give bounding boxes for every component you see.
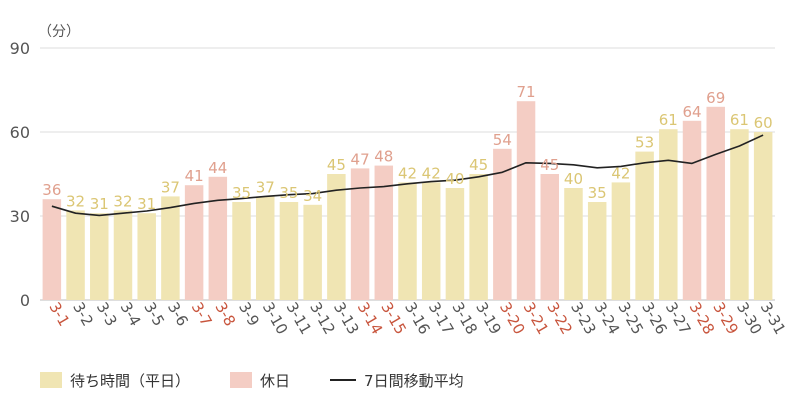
- bar-3-7: [184, 185, 204, 300]
- data-label-3-9: 35: [232, 184, 251, 202]
- data-label-3-18: 40: [445, 170, 464, 188]
- data-label-3-7: 41: [185, 167, 204, 185]
- data-label-3-21: 71: [517, 83, 536, 101]
- bar-3-19: [469, 174, 488, 300]
- data-label-3-16: 42: [398, 164, 417, 182]
- bar-3-13: [327, 174, 346, 300]
- bar-3-8: [208, 176, 228, 300]
- x-tick-label-3-1: 3-1: [45, 299, 73, 329]
- data-label-3-19: 45: [469, 156, 488, 174]
- data-label-3-6: 37: [161, 178, 180, 196]
- data-label-3-14: 47: [351, 150, 370, 168]
- data-label-3-4: 32: [113, 192, 132, 210]
- data-label-3-20: 54: [493, 131, 512, 149]
- y-axis-unit-label: （分）: [38, 24, 80, 40]
- data-label-3-11: 35: [279, 184, 298, 202]
- bar-3-29: [706, 106, 725, 300]
- legend: 待ち時間（平日） 休日 7日間移動平均: [40, 368, 504, 392]
- data-label-3-3: 31: [90, 195, 109, 213]
- y-tick-label: 30: [10, 207, 30, 226]
- legend-label-moving-average: 7日間移動平均: [364, 371, 464, 390]
- y-tick-label: 0: [20, 291, 30, 310]
- legend-item-moving-average: 7日間移動平均: [330, 370, 464, 391]
- data-label-3-10: 37: [256, 178, 275, 196]
- data-label-3-8: 44: [208, 159, 227, 177]
- bar-3-30: [730, 129, 749, 300]
- bar-3-27: [659, 129, 678, 300]
- bar-3-10: [255, 196, 275, 300]
- y-tick-label: 90: [10, 39, 30, 58]
- bar-3-14: [350, 168, 370, 300]
- bar-3-16: [398, 182, 417, 300]
- data-label-3-13: 45: [327, 156, 346, 174]
- legend-swatch-holiday: [230, 372, 253, 388]
- data-label-3-17: 42: [422, 164, 441, 182]
- data-label-3-29: 69: [706, 89, 725, 107]
- x-tick-label-3-2: 3-2: [69, 299, 97, 329]
- bar-3-26: [635, 151, 654, 300]
- x-tick-label-3-6: 3-6: [164, 299, 192, 329]
- x-tick-label-3-31: 3-31: [757, 299, 790, 337]
- data-label-3-5: 31: [137, 195, 156, 213]
- bar-3-5: [137, 213, 156, 300]
- x-tick-label-3-3: 3-3: [93, 299, 121, 329]
- legend-swatch-moving-average: [330, 379, 357, 381]
- legend-label-holiday: 休日: [260, 371, 291, 390]
- data-label-3-22: 45: [540, 156, 559, 174]
- bar-3-24: [587, 202, 607, 300]
- bar-3-18: [445, 188, 465, 300]
- bar-3-2: [66, 210, 85, 300]
- bar-3-1: [42, 199, 62, 300]
- data-label-3-31: 60: [754, 114, 773, 132]
- x-tick-label-3-7: 3-7: [188, 299, 216, 329]
- legend-label-weekday: 待ち時間（平日）: [70, 371, 191, 390]
- x-tick-label-3-9: 3-9: [235, 299, 263, 329]
- data-label-3-1: 36: [42, 181, 61, 199]
- data-label-3-27: 61: [659, 111, 678, 129]
- data-label-3-24: 35: [588, 184, 607, 202]
- legend-swatch-weekday: [40, 372, 62, 388]
- data-label-3-30: 61: [730, 111, 749, 129]
- bar-3-9: [232, 202, 251, 300]
- bar-3-31: [753, 132, 773, 300]
- bar-3-22: [540, 174, 560, 300]
- bar-3-3: [90, 213, 109, 300]
- x-tick-label-3-8: 3-8: [211, 299, 239, 329]
- data-label-3-23: 40: [564, 170, 583, 188]
- bar-3-6: [161, 196, 180, 300]
- bar-3-4: [113, 210, 133, 300]
- bar-3-28: [682, 120, 702, 300]
- bar-3-21: [516, 101, 536, 300]
- bar-3-15: [374, 165, 394, 300]
- x-tick-label-3-5: 3-5: [140, 299, 168, 329]
- bar-3-23: [564, 188, 583, 300]
- y-tick-label: 60: [10, 123, 30, 142]
- data-label-3-12: 34: [303, 187, 322, 205]
- bar-3-25: [611, 182, 631, 300]
- data-label-3-2: 32: [66, 192, 85, 210]
- bar-3-12: [303, 204, 322, 300]
- moving-average-line: [51, 134, 764, 217]
- x-tick-label-3-4: 3-4: [117, 299, 145, 329]
- data-label-3-28: 64: [682, 103, 701, 121]
- data-label-3-15: 48: [374, 148, 393, 166]
- bar-3-17: [421, 182, 441, 300]
- legend-item-weekday: 待ち時間（平日）: [40, 370, 190, 391]
- bar-3-11: [279, 202, 299, 300]
- data-label-3-26: 53: [635, 134, 654, 152]
- bar-3-20: [493, 148, 512, 300]
- legend-item-holiday: 休日: [230, 370, 290, 391]
- data-label-3-25: 42: [611, 164, 630, 182]
